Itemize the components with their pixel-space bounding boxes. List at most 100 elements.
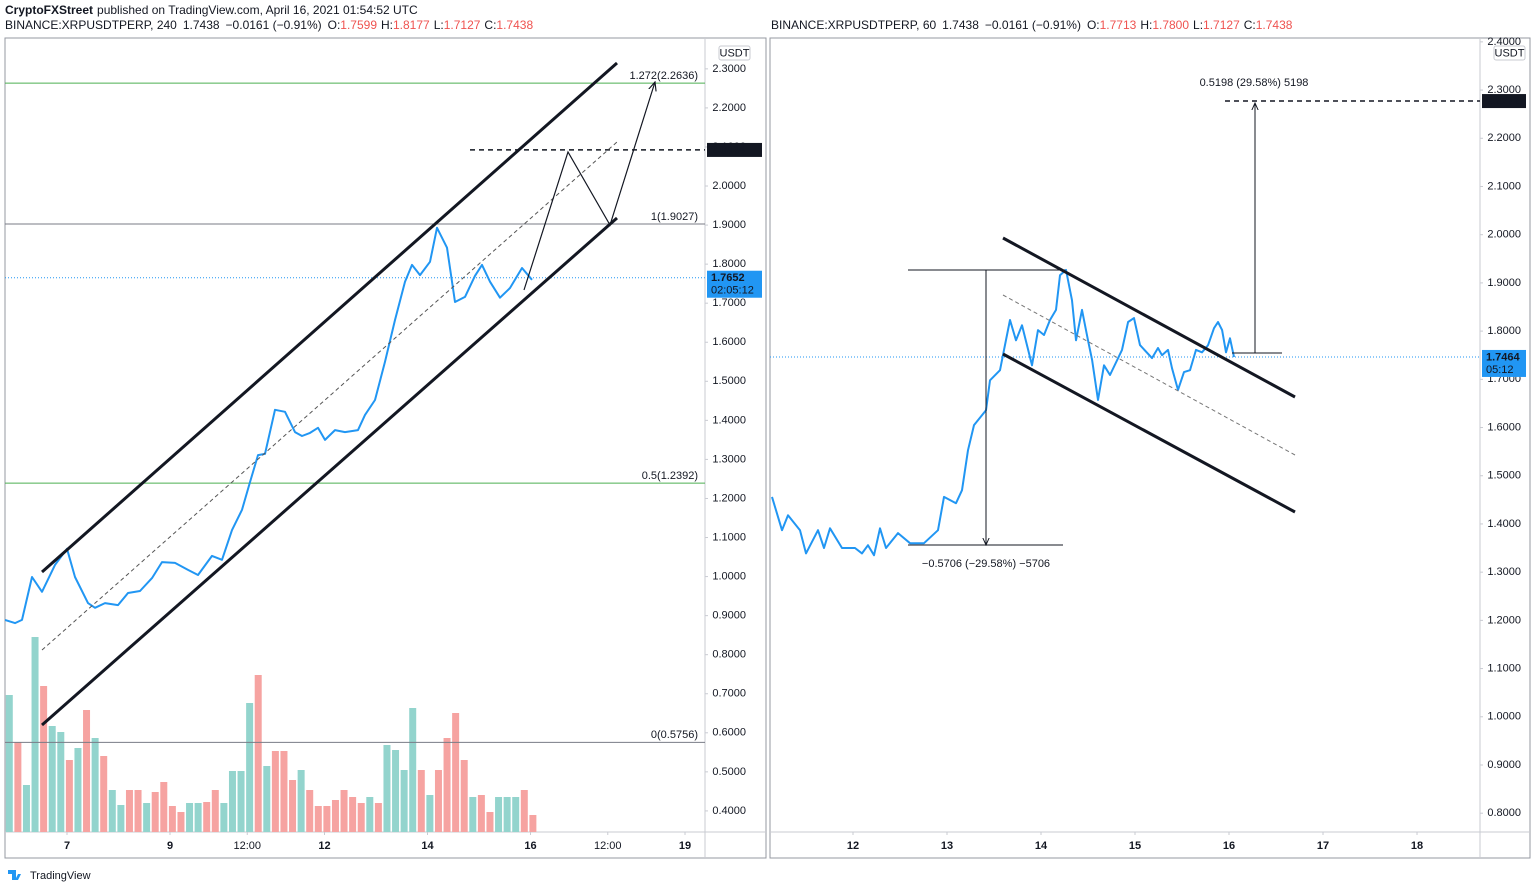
volume-bar (443, 738, 451, 832)
y-tick-label: 0.6000 (712, 727, 746, 739)
volume-bar (5, 695, 13, 832)
brand: TradingView (30, 870, 91, 882)
volume-bar (417, 770, 425, 832)
volume-bar (434, 770, 442, 832)
volume-bar (31, 637, 39, 832)
volume-bar (280, 751, 288, 832)
volume-bar (14, 742, 22, 832)
fib-label: 1.272(2.2636) (630, 70, 699, 82)
footer: TradingView (8, 870, 91, 882)
y-tick-label: 1.6000 (712, 336, 746, 348)
unit-box (1493, 45, 1526, 61)
volume-bar (100, 756, 108, 832)
y-tick-label: 2.3000 (1487, 84, 1521, 96)
x-tick-label: 16 (524, 840, 536, 852)
volume-bar (91, 738, 99, 832)
y-tick-label: 2.2000 (1487, 132, 1521, 144)
projection-arrow (523, 82, 655, 291)
y-tick-label: 1.8000 (712, 258, 746, 270)
plot (5, 82, 705, 832)
volume-bar (392, 750, 400, 832)
price-line (771, 268, 1235, 557)
y-tick-label: 1.8000 (1487, 325, 1521, 337)
y-tick-label: 1.9000 (1487, 277, 1521, 289)
ohlc-label: C: (484, 18, 496, 32)
unit-label: USDT (1495, 47, 1525, 59)
volume-bar (323, 806, 331, 832)
x-tick-label: 12:00 (594, 840, 622, 852)
ohlc-value: 1.7438 (1256, 18, 1293, 32)
volume-bar (151, 792, 159, 832)
y-tick-label: 1.2000 (1487, 614, 1521, 626)
x-tick-label: 17 (1317, 840, 1329, 852)
channel-line (41, 216, 618, 727)
y-tick-label: 1.1000 (1487, 662, 1521, 674)
x-tick-label: 19 (679, 840, 691, 852)
volume-bar (366, 797, 374, 832)
volume-bar (48, 726, 56, 832)
price-label: 1.7652 (711, 272, 745, 284)
y-tick-label: 1.0000 (1487, 711, 1521, 723)
volume-bar (117, 805, 125, 832)
price-label-box (1482, 94, 1526, 109)
volume-bar (512, 797, 520, 832)
ohlc-value: 1.7800 (1152, 18, 1189, 32)
y-tick-label: 1.5000 (712, 375, 746, 387)
x-tick-label: 15 (1129, 840, 1141, 852)
volume-bar (83, 710, 91, 832)
volume-bar (194, 803, 202, 832)
countdown: 02:05:12 (711, 285, 754, 297)
ohlc-label: H: (1140, 18, 1152, 32)
volume-bar (486, 812, 494, 832)
volume-bar (74, 748, 82, 832)
volume-bar (340, 790, 348, 832)
volume-bar (168, 806, 176, 832)
x-tick-label: 12:00 (233, 840, 261, 852)
volume-bar (331, 800, 339, 832)
measure-label: 0.5198 (29.58%) 5198 (1200, 77, 1309, 89)
symbol-info: BINANCE:XRPUSDTPERP, 240 1.7438 −0.0161 (−… (5, 18, 533, 32)
volume-bar (477, 795, 485, 832)
volume-bar (409, 708, 417, 832)
volume-bar (271, 751, 279, 832)
drawings (41, 61, 1296, 727)
ohlc-value: 1.7127 (1203, 18, 1240, 32)
ohlc-label: L: (434, 18, 444, 32)
y-tick-label: 0.4000 (712, 805, 746, 817)
channel-line (1002, 352, 1296, 514)
volume-bar (357, 803, 365, 832)
x-tick-label: 12 (847, 840, 859, 852)
volume-bar (246, 703, 254, 832)
y-tick-label: 0.9000 (1487, 759, 1521, 771)
y-tick-label: 0.7000 (712, 688, 746, 700)
volume-bar (383, 745, 391, 832)
price-line (5, 226, 533, 625)
countdown: 05:12 (1486, 364, 1514, 376)
volume-bar (125, 790, 133, 832)
volume-bar (452, 713, 460, 832)
y-tick-label: 1.5000 (1487, 470, 1521, 482)
y-tick-label: 0.8000 (1487, 807, 1521, 819)
last: 1.7438 (183, 18, 220, 32)
symbol-info: BINANCE:XRPUSDTPERP, 60 1.7438 −0.0161 (−0… (771, 18, 1293, 32)
channel-line (1002, 236, 1296, 399)
published: published on TradingView.com, April 16, … (97, 3, 418, 17)
fib-label: 0.5(1.2392) (642, 470, 698, 482)
ohlc-value: 1.7127 (444, 18, 481, 32)
volume-bar (228, 771, 236, 832)
publisher: CryptoFXStreet (5, 3, 93, 17)
ohlc-label: L: (1193, 18, 1203, 32)
volume-bar (263, 766, 271, 832)
volume-bar (529, 815, 537, 832)
ohlc-value: 1.7599 (340, 18, 377, 32)
price-label: 2.0924 (711, 144, 746, 156)
last: 1.7438 (942, 18, 979, 32)
ohlc-label: O: (1087, 18, 1100, 32)
y-tick-label: 1.9000 (712, 219, 746, 231)
unit-box (718, 45, 751, 61)
y-tick-label: 1.3000 (712, 453, 746, 465)
volume-bar (186, 803, 194, 832)
ohlc-value: 1.8177 (393, 18, 430, 32)
volume-bar (237, 771, 245, 832)
